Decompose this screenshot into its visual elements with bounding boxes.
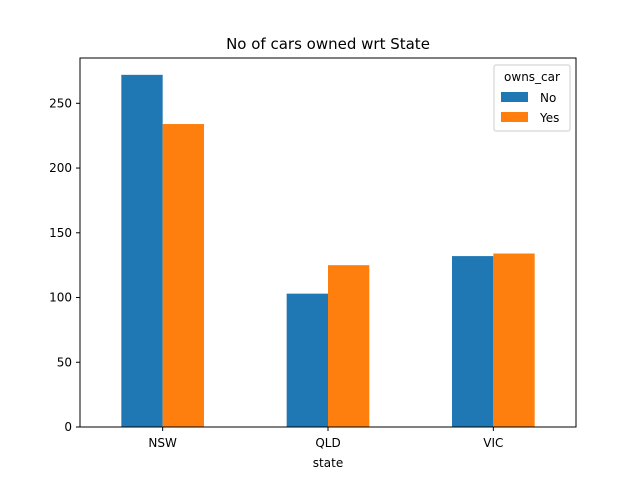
x-tick-label-qld: QLD — [315, 436, 340, 450]
legend-label-yes: Yes — [539, 111, 559, 125]
y-tick-label-150: 150 — [49, 226, 72, 240]
bar-qld-yes — [328, 265, 370, 427]
bar-vic-yes — [493, 253, 535, 427]
x-tick-label-vic: VIC — [483, 436, 503, 450]
chart-title: No of cars owned wrt State — [226, 35, 430, 53]
x-axis: NSW QLD VIC — [148, 427, 503, 450]
bar-nsw-yes — [162, 124, 204, 427]
legend-swatch-no — [501, 92, 528, 102]
y-tick-label-100: 100 — [49, 291, 72, 305]
bars-layer — [121, 74, 535, 428]
bar-qld-no — [286, 293, 328, 427]
y-tick-label-0: 0 — [64, 420, 72, 434]
legend-label-no: No — [540, 91, 556, 105]
legend: owns_car No Yes — [493, 64, 571, 132]
y-tick-label-50: 50 — [57, 355, 72, 369]
y-tick-label-200: 200 — [49, 161, 72, 175]
y-axis: 0 50 100 150 200 250 — [49, 96, 80, 434]
bar-nsw-no — [121, 74, 163, 428]
x-tick-label-nsw: NSW — [148, 436, 177, 450]
x-axis-label: state — [313, 456, 343, 470]
legend-title: owns_car — [504, 70, 560, 84]
bar-vic-no — [452, 256, 494, 427]
legend-swatch-yes — [501, 112, 528, 122]
y-tick-label-250: 250 — [49, 96, 72, 110]
